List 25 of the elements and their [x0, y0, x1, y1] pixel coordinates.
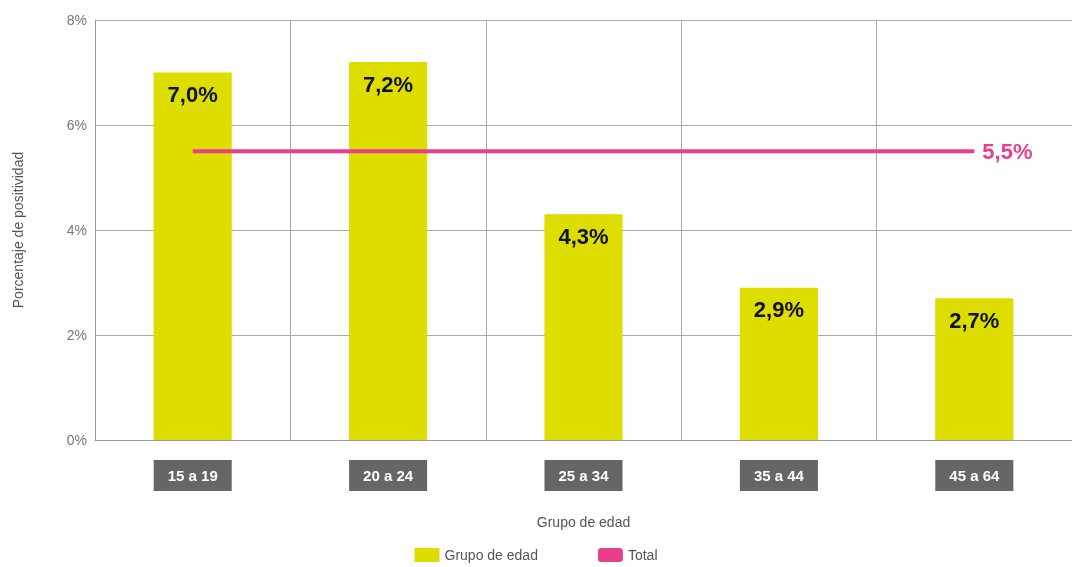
y-axis-title: Porcentaje de positividad	[10, 151, 26, 309]
x-tick-label: 25 a 34	[558, 467, 610, 484]
legend-label: Grupo de edad	[444, 547, 538, 563]
x-tick-label: 35 a 44	[753, 467, 805, 484]
x-tick-label: 15 a 19	[167, 467, 218, 484]
y-tick-label: 2%	[66, 327, 87, 343]
legend-label: Total	[627, 547, 658, 563]
x-axis-title: Grupo de edad	[536, 514, 631, 530]
y-tick-label: 0%	[66, 432, 87, 448]
bar	[935, 298, 1014, 440]
data-label: 4,3%	[558, 223, 609, 249]
bar	[153, 72, 232, 440]
x-tick-label: 20 a 24	[363, 467, 414, 484]
y-tick-label: 8%	[66, 12, 87, 28]
bar	[349, 62, 428, 440]
x-tick-label: 45 a 64	[949, 467, 1000, 484]
data-label: 7,2%	[363, 71, 414, 97]
bar	[544, 214, 623, 440]
data-label: 2,7%	[949, 307, 1000, 333]
data-label: 7,0%	[167, 82, 218, 107]
y-tick-label: 6%	[66, 117, 87, 133]
data-label: 2,9%	[753, 297, 804, 323]
bar	[739, 287, 818, 440]
data-label: 5,5%	[982, 138, 1033, 164]
y-tick-label: 4%	[66, 222, 87, 238]
